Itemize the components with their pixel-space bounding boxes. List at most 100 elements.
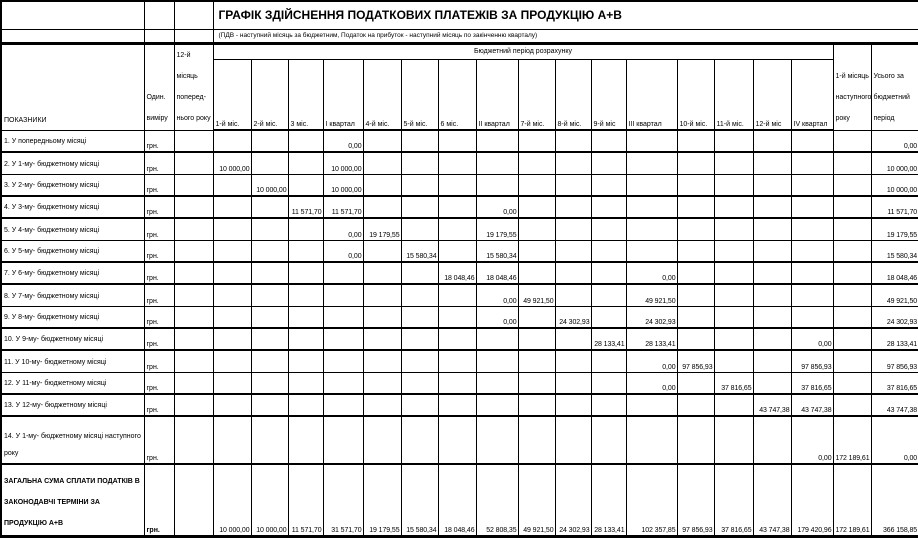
value-cell: 97 856,93 — [870, 349, 918, 373]
empty-cell — [212, 283, 252, 307]
value-cell: 24 302,93 — [554, 305, 592, 329]
empty-cell — [713, 173, 754, 197]
value-cell: 24 302,93 — [554, 463, 592, 538]
value-cell: 0,00 — [625, 371, 678, 395]
empty-cell — [287, 349, 324, 373]
empty-cell — [517, 305, 556, 329]
empty-cell — [752, 217, 792, 241]
value-cell: 18 048,46 — [475, 261, 519, 285]
empty-cell — [676, 261, 715, 285]
empty-cell — [400, 195, 439, 219]
empty-cell — [173, 305, 214, 329]
total-row: ЗАГАЛЬНА СУМА СПЛАТИ ПОДАТКІВ В ЗАКОНОДА… — [0, 463, 918, 538]
value-cell: 11 571,70 — [287, 463, 324, 538]
empty-cell — [517, 415, 556, 465]
table-row: 11. У 10-му- бюджетному місяці грн. 0,00 97… — [0, 349, 918, 373]
row-unit: грн. — [143, 151, 175, 175]
empty-cell — [250, 327, 289, 351]
empty-cell — [173, 261, 214, 285]
row-label: 2. У 1-му- бюджетному місяці — [0, 151, 145, 175]
empty-cell — [322, 371, 364, 395]
empty-cell — [554, 129, 592, 153]
col-header-period: ІІ квартал — [475, 58, 519, 131]
value-cell: 28 133,41 — [590, 327, 627, 351]
empty-cell — [437, 217, 477, 241]
empty-cell — [752, 151, 792, 175]
row-unit: грн. — [143, 261, 175, 285]
empty-cell — [832, 239, 872, 263]
empty-cell — [212, 371, 252, 395]
value-cell: 0,00 — [475, 283, 519, 307]
empty-cell — [752, 195, 792, 219]
empty-cell — [554, 349, 592, 373]
empty-cell — [517, 173, 556, 197]
row-label: 12. У 11-му- бюджетному місяці — [0, 371, 145, 395]
empty-cell — [400, 415, 439, 465]
value-cell: 49 921,50 — [517, 283, 556, 307]
empty-cell — [400, 305, 439, 329]
empty-cell — [590, 217, 627, 241]
empty-cell — [676, 305, 715, 329]
empty-cell — [212, 261, 252, 285]
value-cell: 28 133,41 — [590, 463, 627, 538]
empty-cell — [517, 129, 556, 153]
empty-cell — [437, 195, 477, 219]
empty-cell — [625, 239, 678, 263]
row-unit: грн. — [143, 393, 175, 417]
subtitle-row: (ПДВ - наступний місяць за бюджетним, По… — [0, 28, 918, 45]
empty-cell — [173, 239, 214, 263]
value-cell: 49 921,50 — [517, 463, 556, 538]
empty-cell — [832, 261, 872, 285]
value-cell: 11 571,70 — [287, 195, 324, 219]
value-cell: 0,00 — [322, 217, 364, 241]
col-header-period: 8-й міс. — [554, 58, 592, 131]
empty-cell — [250, 129, 289, 153]
value-cell: 31 571,70 — [322, 463, 364, 538]
empty-cell — [554, 393, 592, 417]
table-row: 14. У 1-му- бюджетному місяці наступного… — [0, 415, 918, 465]
title-row: ГРАФІК ЗДІЙСНЕННЯ ПОДАТКОВИХ ПЛАТЕЖІВ ЗА… — [0, 0, 918, 30]
empty-cell — [173, 283, 214, 307]
empty-cell — [250, 349, 289, 373]
empty-cell — [362, 173, 402, 197]
empty-cell — [517, 239, 556, 263]
value-cell: 52 808,35 — [475, 463, 519, 538]
empty-cell — [212, 217, 252, 241]
row-label: 13. У 12-му- бюджетному місяці — [0, 393, 145, 417]
row-unit: грн. — [143, 327, 175, 351]
empty-cell — [832, 173, 872, 197]
empty-cell — [287, 173, 324, 197]
empty-cell — [322, 415, 364, 465]
value-cell: 15 580,34 — [870, 239, 918, 263]
empty-cell — [173, 463, 214, 538]
empty-cell — [173, 195, 214, 219]
value-cell: 0,00 — [625, 261, 678, 285]
empty-cell — [832, 217, 872, 241]
empty-cell — [554, 239, 592, 263]
value-cell: 15 580,34 — [400, 463, 439, 538]
table-row: 12. У 11-му- бюджетному місяці грн. 0,00 37… — [0, 371, 918, 395]
empty-cell — [322, 283, 364, 307]
row-unit: грн. — [143, 217, 175, 241]
empty-cell — [713, 217, 754, 241]
value-cell: 19 179,55 — [362, 463, 402, 538]
empty-cell — [250, 151, 289, 175]
value-cell: 18 048,46 — [437, 261, 477, 285]
empty-cell — [752, 415, 792, 465]
empty-cell — [554, 195, 592, 219]
empty-cell — [0, 0, 145, 30]
empty-cell — [713, 393, 754, 417]
row-unit: грн. — [143, 305, 175, 329]
empty-cell — [790, 239, 834, 263]
empty-cell — [475, 173, 519, 197]
value-cell: 19 179,55 — [362, 217, 402, 241]
empty-cell — [475, 415, 519, 465]
row-label: 11. У 10-му- бюджетному місяці — [0, 349, 145, 373]
empty-cell — [212, 393, 252, 417]
value-cell: 10 000,00 — [870, 151, 918, 175]
empty-cell — [250, 195, 289, 219]
empty-cell — [173, 129, 214, 153]
col-header-period: ІІІ квартал — [625, 58, 678, 131]
empty-cell — [554, 173, 592, 197]
col-header-indicators: ПОКАЗНИКИ — [0, 42, 145, 131]
